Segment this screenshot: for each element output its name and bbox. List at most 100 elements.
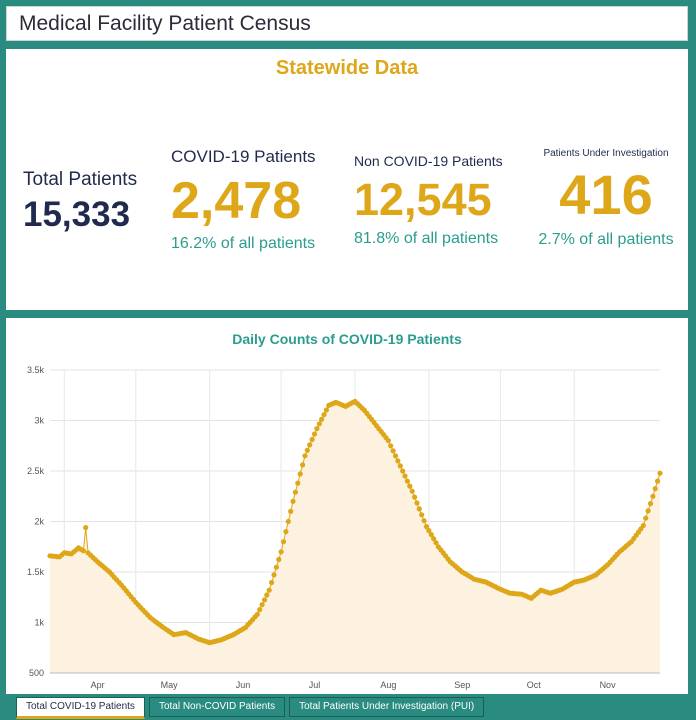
data-point bbox=[283, 529, 289, 535]
data-point bbox=[307, 442, 313, 448]
x-tick-label: May bbox=[161, 680, 179, 690]
data-point bbox=[290, 498, 296, 504]
data-point bbox=[311, 431, 318, 437]
data-point bbox=[80, 548, 86, 554]
data-point bbox=[300, 462, 306, 468]
chart-tab-bar: Total COVID-19 Patients Total Non-COVID … bbox=[16, 697, 485, 719]
data-point bbox=[254, 611, 260, 617]
data-point bbox=[423, 524, 430, 530]
data-point bbox=[419, 512, 425, 518]
data-point bbox=[321, 412, 327, 418]
data-point bbox=[319, 416, 325, 422]
y-tick-label: 500 bbox=[29, 668, 44, 678]
data-point bbox=[650, 493, 656, 499]
data-point bbox=[261, 597, 268, 603]
data-point bbox=[402, 473, 408, 479]
data-point bbox=[304, 447, 310, 453]
x-tick-label: Jun bbox=[236, 680, 251, 690]
data-point bbox=[257, 607, 263, 613]
data-point bbox=[397, 463, 403, 469]
data-point bbox=[314, 426, 320, 432]
data-point bbox=[264, 592, 270, 598]
data-point bbox=[433, 540, 439, 546]
data-point bbox=[280, 539, 287, 545]
data-point bbox=[83, 525, 89, 531]
pui-value: 416 bbox=[559, 163, 653, 226]
stats-title: Statewide Data bbox=[275, 57, 419, 79]
noncovid-patients-label: Non COVID-19 Patients bbox=[354, 153, 503, 169]
data-point bbox=[292, 489, 298, 495]
data-point bbox=[316, 421, 322, 427]
series-area bbox=[50, 401, 660, 673]
data-point bbox=[655, 478, 661, 484]
data-point bbox=[273, 564, 279, 570]
page-title: Medical Facility Patient Census bbox=[19, 11, 311, 35]
data-point bbox=[271, 572, 277, 578]
total-patients-label: Total Patients bbox=[23, 169, 138, 190]
data-point bbox=[652, 486, 658, 492]
covid-patients-pct: 16.2% of all patients bbox=[171, 235, 316, 252]
covid-chart-card: Daily Counts of COVID-19 Patients 500 1k 1… bbox=[6, 318, 688, 694]
x-tick-label: Nov bbox=[600, 680, 617, 690]
data-point bbox=[414, 500, 420, 506]
x-tick-label: Oct bbox=[527, 680, 542, 690]
page-title-bar: Medical Facility Patient Census bbox=[6, 6, 688, 41]
total-patients-stat: Total Patients 15,333 bbox=[23, 169, 137, 235]
data-point bbox=[302, 453, 308, 459]
covid-patients-label: COVID-19 Patients bbox=[171, 147, 316, 166]
covid-patients-stat: COVID-19 Patients 2,478 16.2% of all pat… bbox=[171, 147, 316, 253]
data-point bbox=[323, 407, 329, 413]
noncovid-patients-stat: Non COVID-19 Patients 12,545 81.8% of al… bbox=[354, 153, 503, 248]
data-point bbox=[428, 532, 434, 538]
data-point bbox=[395, 458, 401, 464]
data-point bbox=[640, 522, 646, 529]
noncovid-patients-pct: 81.8% of all patients bbox=[354, 230, 499, 247]
data-point bbox=[390, 448, 396, 454]
data-point bbox=[416, 506, 422, 512]
data-point bbox=[309, 436, 315, 443]
data-point bbox=[657, 470, 663, 476]
data-point bbox=[266, 587, 272, 593]
data-point bbox=[285, 518, 291, 525]
data-point bbox=[421, 518, 427, 524]
data-point bbox=[412, 494, 418, 500]
y-tick-label: 3.5k bbox=[27, 365, 45, 375]
covid-patients-value: 2,478 bbox=[171, 172, 302, 230]
data-point bbox=[400, 468, 406, 474]
tab-total-non-covid[interactable]: Total Non-COVID Patients bbox=[148, 697, 286, 717]
y-tick-label: 1.5k bbox=[27, 567, 45, 577]
tab-total-covid[interactable]: Total COVID-19 Patients bbox=[16, 697, 145, 719]
data-point bbox=[392, 453, 399, 459]
data-point bbox=[278, 549, 284, 555]
y-tick-label: 2.5k bbox=[27, 466, 45, 476]
pui-stat: Patients Under Investigation 416 2.7% of… bbox=[538, 148, 674, 249]
x-tick-label: Apr bbox=[91, 680, 105, 690]
data-point bbox=[426, 528, 432, 534]
data-point bbox=[647, 501, 654, 507]
data-point bbox=[407, 483, 413, 489]
covid-daily-chart: 500 1k 1.5k 2k 2.5k 3k 3.5k Apr May Jun Jul Aug Sep O… bbox=[27, 365, 663, 690]
data-point bbox=[385, 438, 391, 444]
total-patients-value: 15,333 bbox=[23, 195, 131, 234]
data-point bbox=[645, 508, 651, 514]
data-point bbox=[259, 602, 265, 608]
data-point bbox=[409, 488, 415, 494]
tab-total-pui[interactable]: Total Patients Under Investigation (PUI) bbox=[289, 697, 485, 717]
data-point bbox=[404, 478, 410, 484]
data-point bbox=[295, 480, 301, 486]
data-point bbox=[288, 508, 294, 514]
data-point bbox=[388, 443, 394, 449]
y-tick-label: 2k bbox=[34, 517, 44, 527]
noncovid-patients-value: 12,545 bbox=[354, 174, 492, 225]
x-tick-label: Jul bbox=[309, 680, 321, 690]
data-point bbox=[297, 471, 303, 477]
data-point bbox=[431, 536, 437, 542]
data-point bbox=[269, 579, 275, 586]
data-point bbox=[276, 556, 282, 563]
y-tick-label: 1k bbox=[34, 618, 44, 628]
statewide-stats-card: Statewide Data Total Patients 15,333 COV… bbox=[6, 49, 688, 310]
x-tick-label: Sep bbox=[454, 680, 470, 690]
pui-pct: 2.7% of all patients bbox=[538, 231, 674, 248]
x-tick-label: Aug bbox=[380, 680, 396, 690]
chart-title: Daily Counts of COVID-19 Patients bbox=[232, 331, 462, 347]
